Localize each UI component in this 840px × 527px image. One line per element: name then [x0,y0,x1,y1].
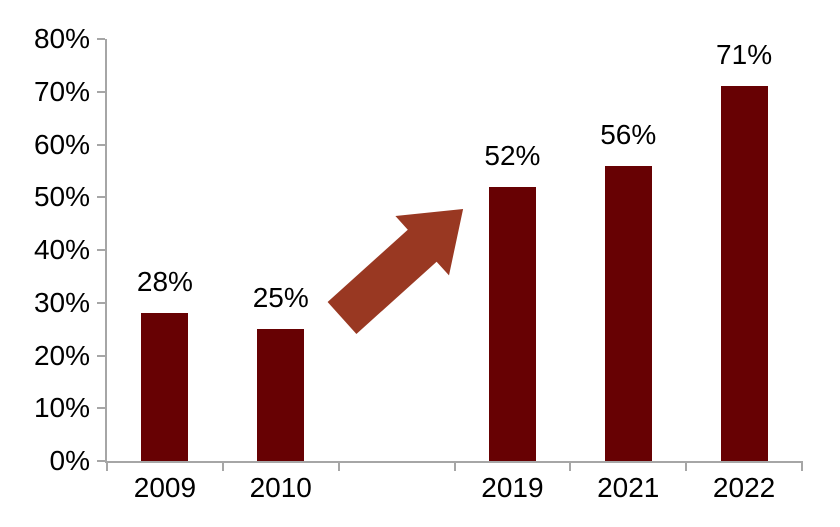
x-axis-tick [337,461,340,471]
y-axis-tick [97,354,105,357]
y-axis-tick [97,460,105,462]
y-axis-tick [97,249,105,251]
y-axis-tick [97,90,105,93]
bar-2022 [720,86,768,461]
bar-value-label: 28% [136,266,193,298]
x-axis-tick [569,461,572,471]
x-axis-label-2021: 2021 [597,472,660,503]
x-axis-label-2010: 2010 [249,472,312,503]
x-axis-label-2022: 2022 [712,472,776,503]
y-axis-tick-label: 70% [33,75,90,107]
bar-value-label: 52% [484,139,541,171]
bar-2019 [488,186,536,461]
y-axis-tick-label: 0% [49,445,90,476]
bar-2009 [141,313,189,461]
x-axis-label-2009: 2009 [133,472,197,503]
y-axis-tick-label: 10% [33,392,90,424]
y-axis-tick-label: 50% [33,181,90,213]
y-axis-tick [97,38,105,40]
y-axis-tick-label: 40% [33,234,90,265]
y-axis-tick-label: 20% [33,339,90,371]
bar-2021 [604,165,652,461]
y-axis-line [105,39,107,461]
y-axis-tick [97,196,105,199]
y-axis-tick-label: 30% [33,286,90,318]
x-axis-label-2019: 2019 [481,472,544,503]
x-axis-tick [106,461,108,471]
x-axis-tick [453,461,456,471]
up-right-arrow-icon [327,209,464,334]
x-axis-tick [685,461,688,471]
y-axis-tick-label: 80% [33,23,90,54]
bar-value-label: 71% [716,39,773,71]
y-axis-tick [97,143,105,146]
bar-2010 [257,329,305,461]
x-axis-tick [801,461,803,471]
x-axis-tick [221,461,224,471]
bar-value-label: 56% [600,118,657,150]
y-axis-tick [97,407,105,410]
bar-value-label: 25% [252,282,309,314]
y-axis-tick-label: 60% [33,128,90,160]
y-axis-tick [97,301,105,304]
